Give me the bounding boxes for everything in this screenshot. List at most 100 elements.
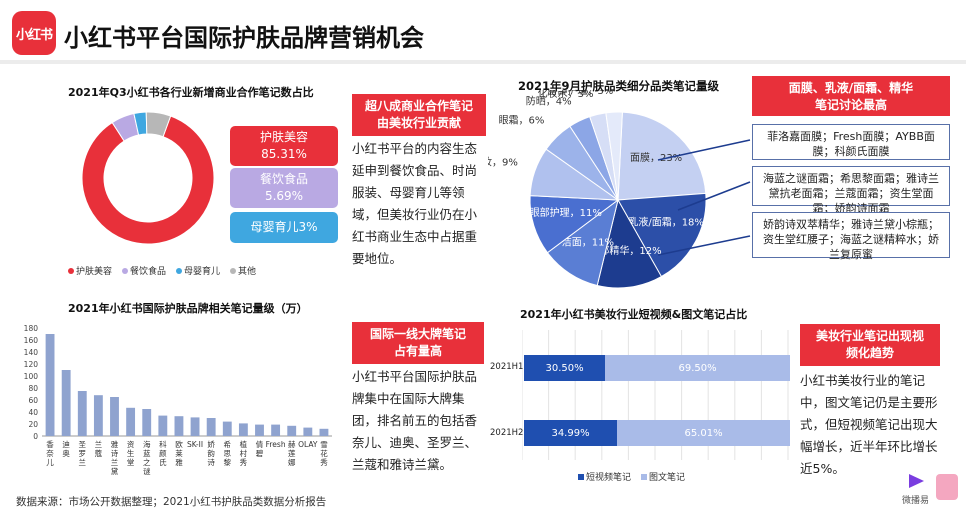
stack-seg-image: 65.01% bbox=[617, 420, 790, 446]
stack-seg-video: 30.50% bbox=[524, 355, 606, 381]
bar bbox=[142, 409, 152, 436]
x-tick-label: 雅诗兰黛 bbox=[111, 439, 119, 476]
pie-note-mask: 菲洛嘉面膜；Fresh面膜；AYBB面膜；科颜氏面膜 bbox=[752, 124, 950, 160]
bar-callout-title: 国际一线大牌笔记 占有量高 bbox=[352, 322, 484, 364]
pie-callout-title: 面膜、乳液/面霜、精华 笔记讨论最高 bbox=[752, 76, 950, 116]
legend-label: 短视频笔记 bbox=[586, 473, 632, 483]
bar-chart-title: 2021年小红书国际护肤品牌相关笔记量级（万） bbox=[68, 302, 308, 315]
bar bbox=[61, 370, 71, 436]
donut-legend: 护肤美容 餐饮食品 母婴育儿 其他 bbox=[68, 264, 256, 277]
x-tick-label: 娇韵诗 bbox=[207, 439, 215, 467]
stack-legend: 短视频笔记 图文笔记 bbox=[578, 470, 685, 483]
donut-label-skincare-value: 85.31% bbox=[261, 147, 307, 161]
stack-callout-body: 小红书美妆行业的笔记中，图文笔记仍是主要形式，但短视频笔记出现大幅增长，近半年环… bbox=[800, 373, 938, 476]
x-tick-label: 兰蔻 bbox=[95, 439, 103, 458]
stack-bar-h2: 34.99% 65.01% bbox=[524, 420, 790, 446]
y-tick-label: 20 bbox=[28, 420, 38, 429]
x-tick-label: 香奈儿 bbox=[46, 439, 54, 467]
legend-label: 母婴育儿 bbox=[184, 267, 221, 277]
donut-label-skincare-name: 护肤美容 bbox=[259, 130, 308, 144]
stack-legend-item: 短视频笔记 bbox=[578, 470, 631, 483]
pie-slice bbox=[605, 111, 623, 201]
x-tick-label: 欧莱雅 bbox=[175, 439, 183, 467]
x-tick-label: 资生堂 bbox=[127, 439, 135, 467]
header-divider bbox=[0, 60, 966, 64]
x-tick-label: 雪花秀 bbox=[320, 440, 328, 467]
bar bbox=[110, 397, 119, 436]
bar bbox=[190, 417, 200, 436]
donut-legend-item: 餐饮食品 bbox=[122, 264, 166, 277]
pie-slice bbox=[617, 111, 707, 201]
pie-chart-title: 2021年9月护肤品类细分品类笔记量级 bbox=[518, 79, 720, 93]
partner-logo bbox=[936, 474, 958, 500]
bar-callout-body: 小红书平台国际护肤品牌集中在国际大牌集团，排名前五的包括香奈儿、迪奥、圣罗兰、兰… bbox=[352, 369, 478, 472]
donut-callout-title: 超八成商业合作笔记 由美妆行业贡献 bbox=[352, 94, 486, 136]
pie-slice-label: 卸妆，9% bbox=[488, 155, 518, 168]
pie-slice-label: 洁面，11% bbox=[562, 236, 614, 249]
y-tick-label: 80 bbox=[28, 384, 38, 393]
donut-legend-item: 其他 bbox=[230, 264, 256, 277]
pie-slice bbox=[596, 198, 663, 289]
stack-legend-item: 图文笔记 bbox=[641, 470, 685, 483]
brand-name: 微播易 bbox=[902, 496, 930, 506]
y-tick-label: 180 bbox=[24, 324, 39, 333]
pie-slice-label: 防晒，4% bbox=[526, 95, 572, 108]
donut-label-baby: 母婴育儿3% bbox=[230, 212, 338, 243]
pie-slice-label: 眼部护理，11% bbox=[530, 206, 602, 219]
donut-label-food-value: 5.69% bbox=[264, 189, 304, 203]
weiboyi-logo: 微播易 bbox=[902, 472, 929, 506]
legend-label: 图文笔记 bbox=[649, 473, 686, 483]
donut-chart-title: 2021年Q3小红书各行业新增商业合作笔记数占比 bbox=[68, 86, 314, 99]
legend-label: 餐饮食品 bbox=[130, 267, 167, 277]
pie-slice-label: 乳液/面霜，18% bbox=[628, 216, 704, 229]
x-tick-label: OLAY bbox=[298, 440, 318, 449]
page-title: 小红书平台国际护肤品牌营销机会 bbox=[64, 24, 424, 52]
x-tick-label: 倩碧 bbox=[256, 439, 264, 458]
donut-label-skincare: 护肤美容 85.31% bbox=[230, 126, 338, 166]
x-tick-label: 圣罗兰 bbox=[79, 440, 87, 467]
y-tick-label: 160 bbox=[24, 336, 39, 345]
x-tick-label: 植村秀 bbox=[240, 439, 248, 467]
stack-row-label: 2021H2 bbox=[490, 428, 524, 438]
pie-note-serum: 娇韵诗双萃精华；雅诗兰黛小棕瓶；资生堂红腰子；海蓝之谜精粹水；娇兰复原蜜 bbox=[752, 212, 950, 261]
y-tick-label: 40 bbox=[28, 408, 38, 417]
x-tick-label: 赫莲娜 bbox=[288, 440, 296, 467]
donut-legend-item: 母婴育儿 bbox=[176, 264, 220, 277]
donut-label-food-name: 餐饮食品 bbox=[259, 172, 308, 186]
bar bbox=[319, 428, 329, 436]
stack-row-label: 2021H1 bbox=[490, 362, 524, 372]
bar bbox=[238, 423, 248, 436]
connector-line bbox=[657, 139, 751, 161]
stack-seg-image: 69.50% bbox=[605, 355, 790, 381]
play-logo-icon bbox=[908, 474, 924, 488]
bar bbox=[222, 421, 232, 436]
xiaohongshu-logo: 小红书 bbox=[12, 11, 56, 55]
connector-line bbox=[677, 181, 751, 211]
skincare-category-pie-chart: 面膜，23% 乳液/面霜，18% 面部精华，12%洁面，11% 眼部护理，11% 卸妆，… bbox=[488, 90, 751, 289]
stack-bar-h1: 30.50% 69.50% bbox=[524, 355, 790, 381]
bar bbox=[303, 427, 313, 436]
bar bbox=[93, 395, 103, 436]
x-tick-label: 科颜氏 bbox=[159, 439, 167, 467]
data-source: 数据来源：市场公开数据整理；2021小红书护肤品类数据分析报告 bbox=[16, 496, 327, 508]
x-tick-label: 希思黎 bbox=[224, 439, 232, 467]
pie-slice-label: 唇部护理，3% bbox=[547, 90, 613, 97]
y-tick-label: 0 bbox=[33, 432, 38, 441]
x-tick-label: SK-II bbox=[187, 440, 203, 449]
y-tick-label: 120 bbox=[24, 360, 39, 369]
bar bbox=[174, 416, 184, 436]
donut-legend-item: 护肤美容 bbox=[68, 264, 112, 277]
bar bbox=[271, 424, 281, 436]
donut-label-baby-text: 母婴育儿3% bbox=[250, 220, 318, 234]
x-tick-label: Fresh bbox=[266, 440, 286, 449]
stack-seg-video: 34.99% bbox=[524, 420, 618, 446]
legend-label: 护肤美容 bbox=[76, 267, 113, 277]
pie-slice-label: 眼霜，6% bbox=[499, 115, 545, 127]
legend-label: 其他 bbox=[238, 267, 257, 277]
y-tick-label: 60 bbox=[28, 396, 38, 405]
pie-slice-label: 面部精华，12% bbox=[589, 244, 661, 257]
bar bbox=[45, 334, 55, 436]
pie-slice-label: 化妆水，3% bbox=[538, 90, 594, 100]
stack-chart-title: 2021年小红书美妆行业短视频&图文笔记占比 bbox=[520, 308, 748, 321]
y-tick-label: 140 bbox=[24, 348, 39, 357]
